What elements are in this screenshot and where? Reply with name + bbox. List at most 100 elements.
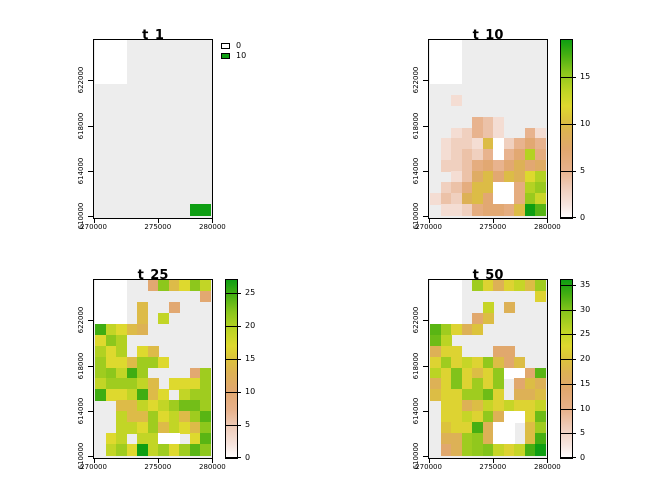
raster-cell	[126, 411, 138, 423]
raster-cell	[116, 356, 128, 368]
raster-cell	[514, 204, 526, 216]
raster-cell	[451, 72, 463, 85]
raster-cell	[105, 290, 117, 303]
raster-cell	[189, 433, 201, 445]
raster-cell	[482, 400, 494, 412]
raster-cell	[482, 411, 494, 423]
raster-cell	[535, 160, 547, 172]
raster-cell	[440, 138, 452, 150]
raster-cell	[493, 422, 505, 434]
raster-cell	[535, 433, 547, 445]
raster-cell	[461, 389, 473, 401]
raster-cell	[430, 301, 442, 314]
raster-cell	[535, 367, 547, 379]
raster-cell	[472, 378, 484, 390]
colorbar-tick-label: 15	[580, 378, 591, 388]
raster-cell	[451, 182, 463, 194]
raster-cell	[503, 204, 515, 216]
raster-cell	[482, 356, 494, 368]
raster-cell	[440, 400, 452, 412]
raster-cell	[116, 280, 128, 292]
raster-cell	[535, 422, 547, 434]
raster-cell	[461, 204, 473, 216]
raster-cell	[482, 422, 494, 434]
raster-cell	[535, 378, 547, 390]
raster-cell	[116, 400, 128, 412]
raster-cell	[179, 378, 191, 390]
y-axis-tick	[423, 80, 428, 82]
raster-cell	[503, 171, 515, 183]
raster-cell	[440, 193, 452, 205]
raster-cell	[105, 323, 117, 336]
raster-cell	[116, 378, 128, 390]
raster-cell	[451, 40, 463, 52]
legend-swatch-0	[221, 43, 230, 49]
raster-cell	[472, 389, 484, 401]
raster-cell	[116, 50, 128, 63]
raster-cell	[95, 356, 107, 368]
raster-cell	[116, 345, 128, 358]
raster-cell	[440, 72, 452, 85]
y-axis-tick	[423, 215, 428, 217]
raster-cell	[451, 411, 463, 423]
raster-cell	[451, 400, 463, 412]
raster-cell	[514, 400, 526, 412]
raster-cell	[451, 94, 463, 107]
legend-class-label: 0	[236, 41, 242, 50]
raster-cell	[137, 444, 149, 456]
raster-cell	[158, 400, 170, 412]
panel-title: t_50	[472, 267, 504, 283]
raster-cell	[451, 138, 463, 150]
raster-cell	[514, 149, 526, 161]
raster-cell	[200, 422, 212, 434]
raster-cell	[461, 422, 473, 434]
raster-cell	[493, 116, 505, 128]
raster-cell	[482, 378, 494, 390]
raster-cell	[105, 345, 117, 358]
raster-cell	[514, 193, 526, 205]
raster-cell	[440, 280, 452, 292]
raster-cell	[461, 171, 473, 183]
colorbar-tick	[226, 457, 241, 458]
raster-cell	[503, 444, 515, 456]
colorbar-tick-label: 0	[580, 453, 586, 462]
raster-cell	[158, 444, 170, 456]
y-axis-tick	[88, 80, 93, 82]
raster-cell	[472, 149, 484, 161]
raster-cell	[116, 72, 128, 85]
raster-cell	[461, 411, 473, 423]
colorbar	[560, 39, 573, 219]
raster-cell	[440, 149, 452, 161]
y-axis-tick	[423, 171, 428, 173]
raster-cell	[461, 193, 473, 205]
x-tick-label: 270000	[80, 223, 107, 231]
colorbar	[225, 279, 238, 459]
raster-cell	[503, 149, 515, 161]
raster-cell	[524, 182, 536, 194]
raster-cell	[105, 356, 117, 368]
colorbar-tick	[226, 425, 241, 427]
raster-cell	[189, 444, 201, 456]
raster-cell	[105, 378, 117, 390]
raster-cell	[147, 356, 159, 368]
x-axis-tick	[93, 219, 95, 223]
panel-title: t_10	[472, 27, 504, 43]
raster-cell	[189, 422, 201, 434]
raster-cell	[535, 193, 547, 205]
raster-cell	[493, 345, 505, 358]
raster-cell	[514, 280, 526, 292]
y-axis-tick	[88, 171, 93, 173]
colorbar-tick-label: 20	[580, 354, 591, 364]
raster-cell	[514, 356, 526, 368]
raster-cell	[472, 182, 484, 194]
raster-cell	[430, 323, 442, 336]
raster-cell	[451, 323, 463, 336]
raster-cell	[482, 280, 494, 292]
raster-cell	[95, 378, 107, 390]
raster-cell	[493, 367, 505, 379]
raster-cell	[95, 312, 107, 325]
raster-cell	[116, 334, 128, 347]
raster-cell	[472, 367, 484, 379]
raster-cell	[440, 444, 452, 456]
raster-cell	[147, 433, 159, 445]
